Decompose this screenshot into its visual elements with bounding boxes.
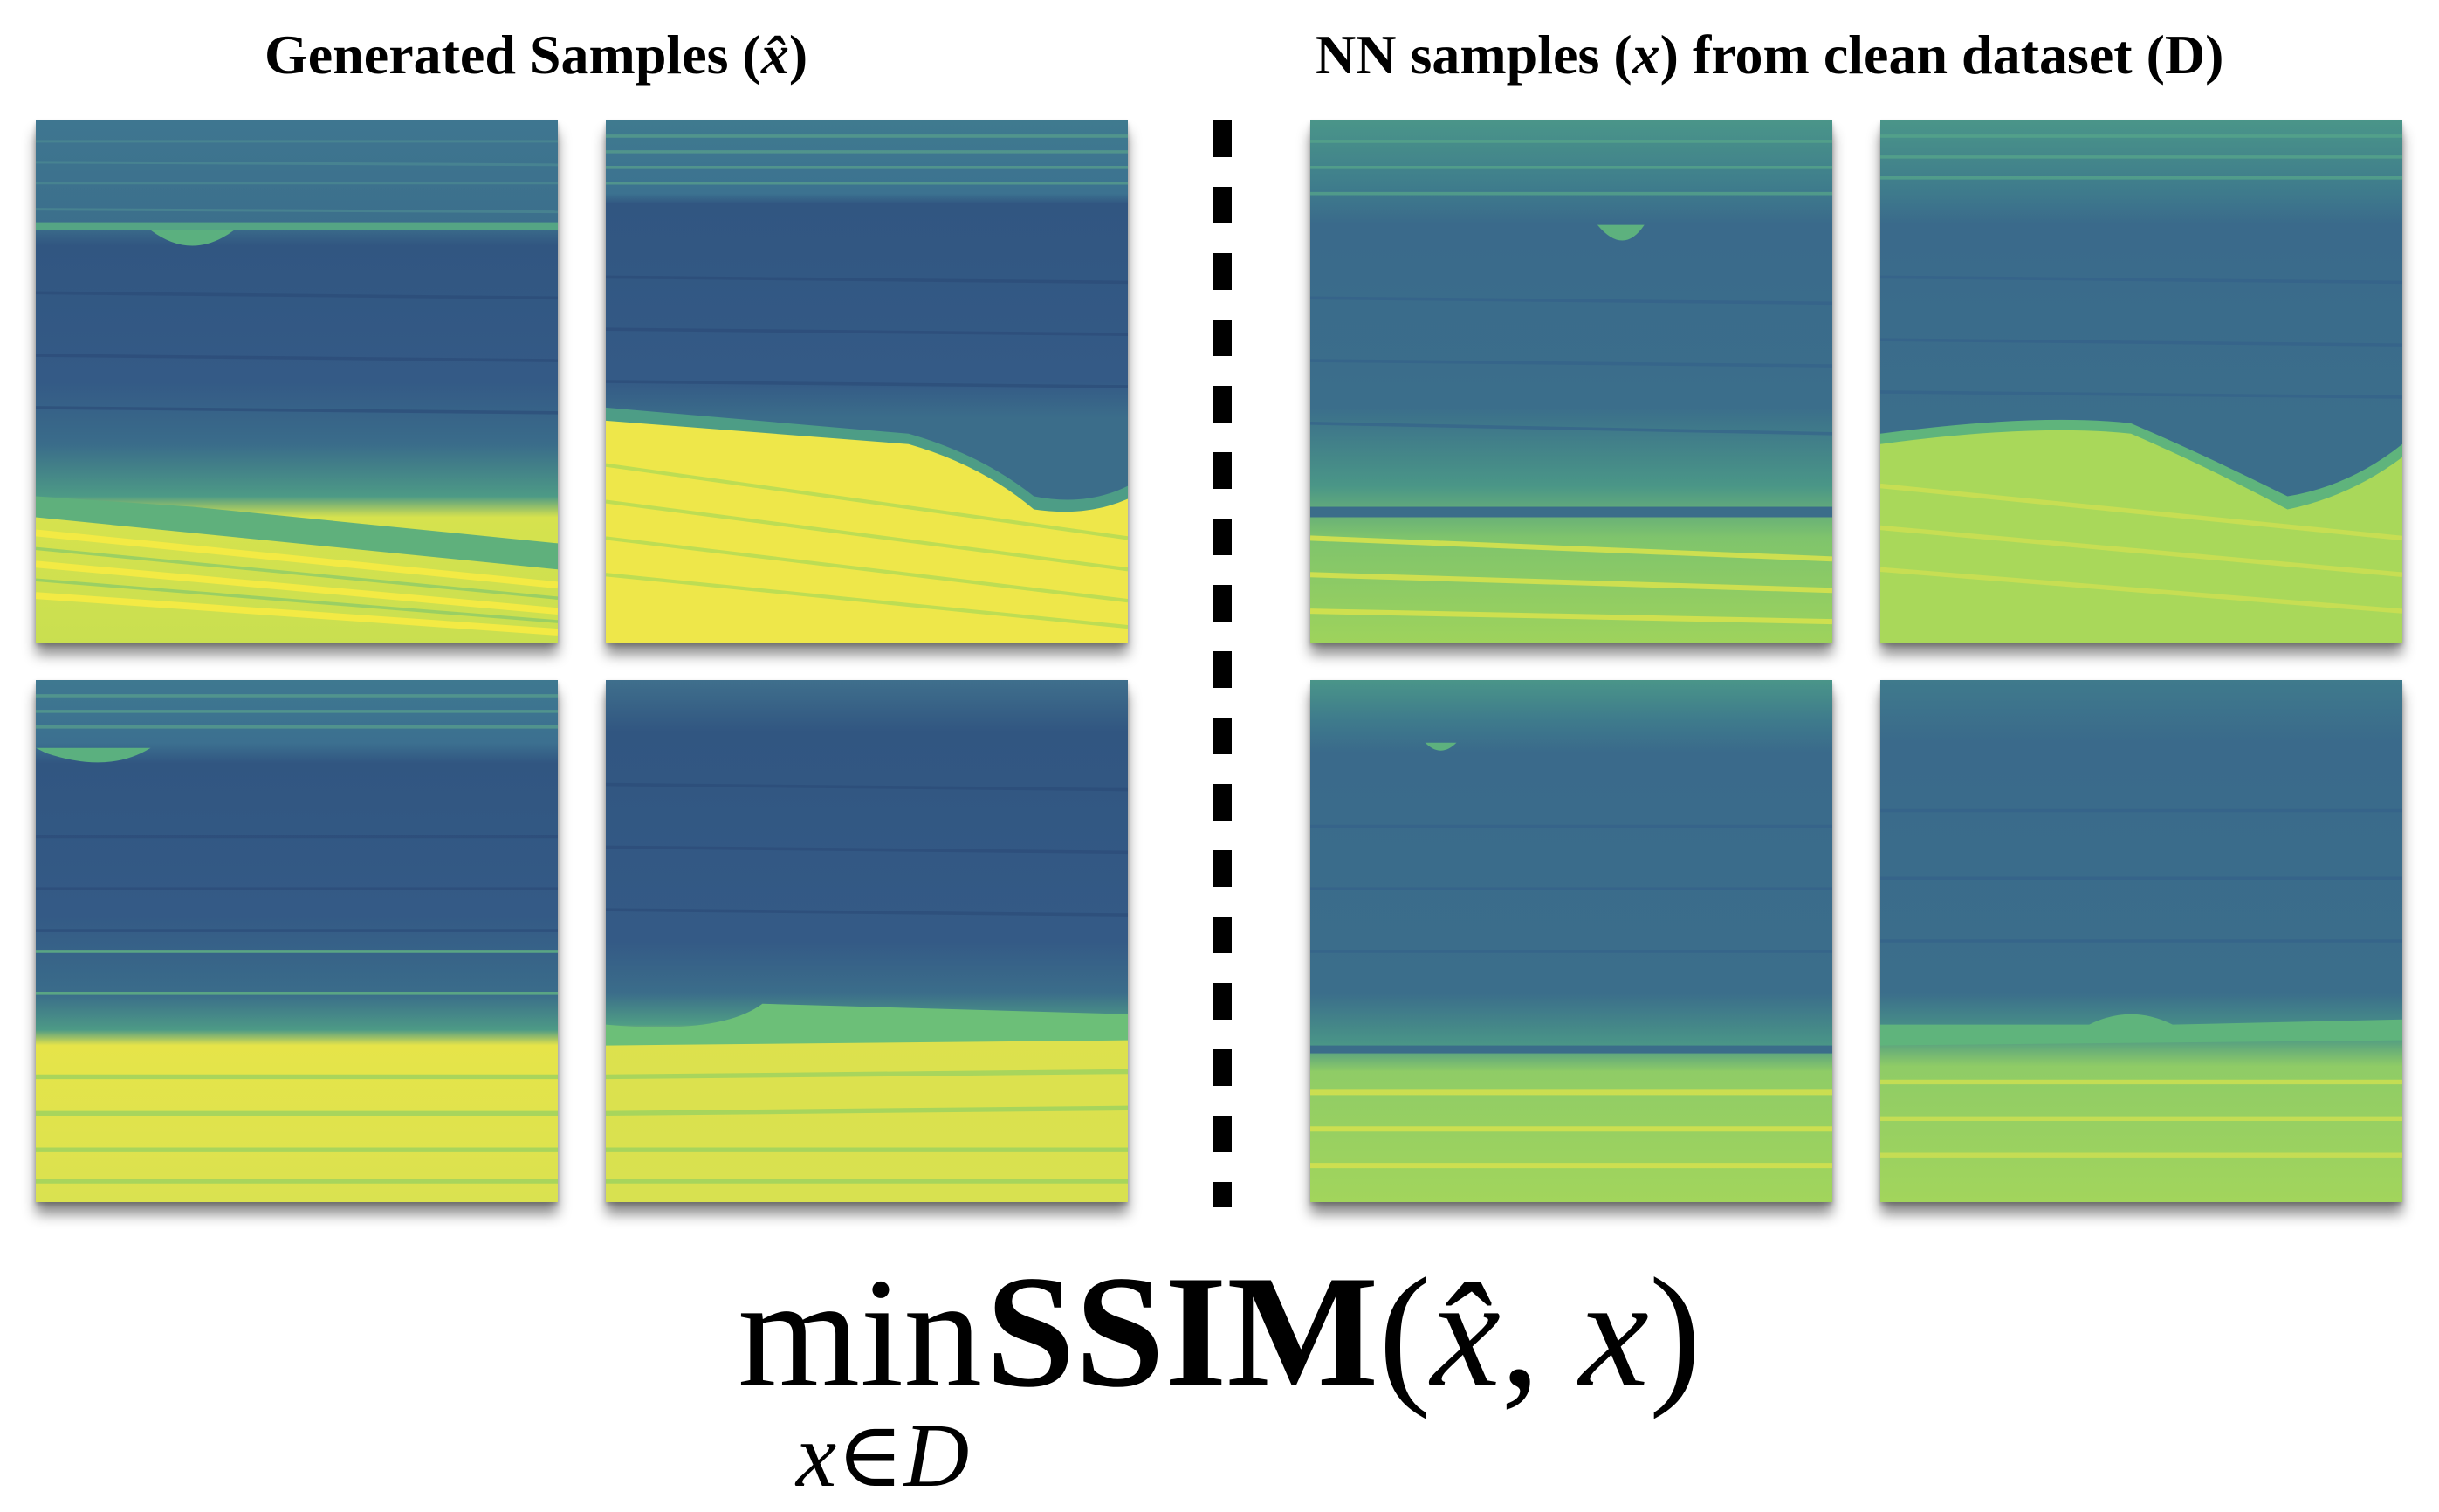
generated-sample-1 xyxy=(36,120,558,643)
nn-sample-1 xyxy=(1310,120,1832,643)
generated-sample-2 xyxy=(606,120,1128,643)
ssim-operator: SSIM xyxy=(986,1242,1379,1420)
min-subscript: x∈D xyxy=(796,1405,970,1506)
dataset-sample-variable: x xyxy=(1578,1246,1649,1419)
nn-sample-3 xyxy=(1310,680,1832,1202)
dashed-divider xyxy=(1213,120,1232,1207)
nn-sample-2 xyxy=(1880,120,2402,643)
generated-sample-4 xyxy=(606,680,1128,1202)
generated-samples-heading: Generated Samples (x̂) xyxy=(265,24,808,86)
ssim-formula: min SSIM(x̂, x) xyxy=(738,1242,1701,1420)
min-function: min xyxy=(738,1246,983,1419)
generated-sample-3 xyxy=(36,680,558,1202)
nn-samples-heading: NN samples (x) from clean dataset (D) xyxy=(1316,24,2224,86)
generated-sample-variable: x̂ xyxy=(1431,1246,1501,1419)
nn-sample-4 xyxy=(1880,680,2402,1202)
